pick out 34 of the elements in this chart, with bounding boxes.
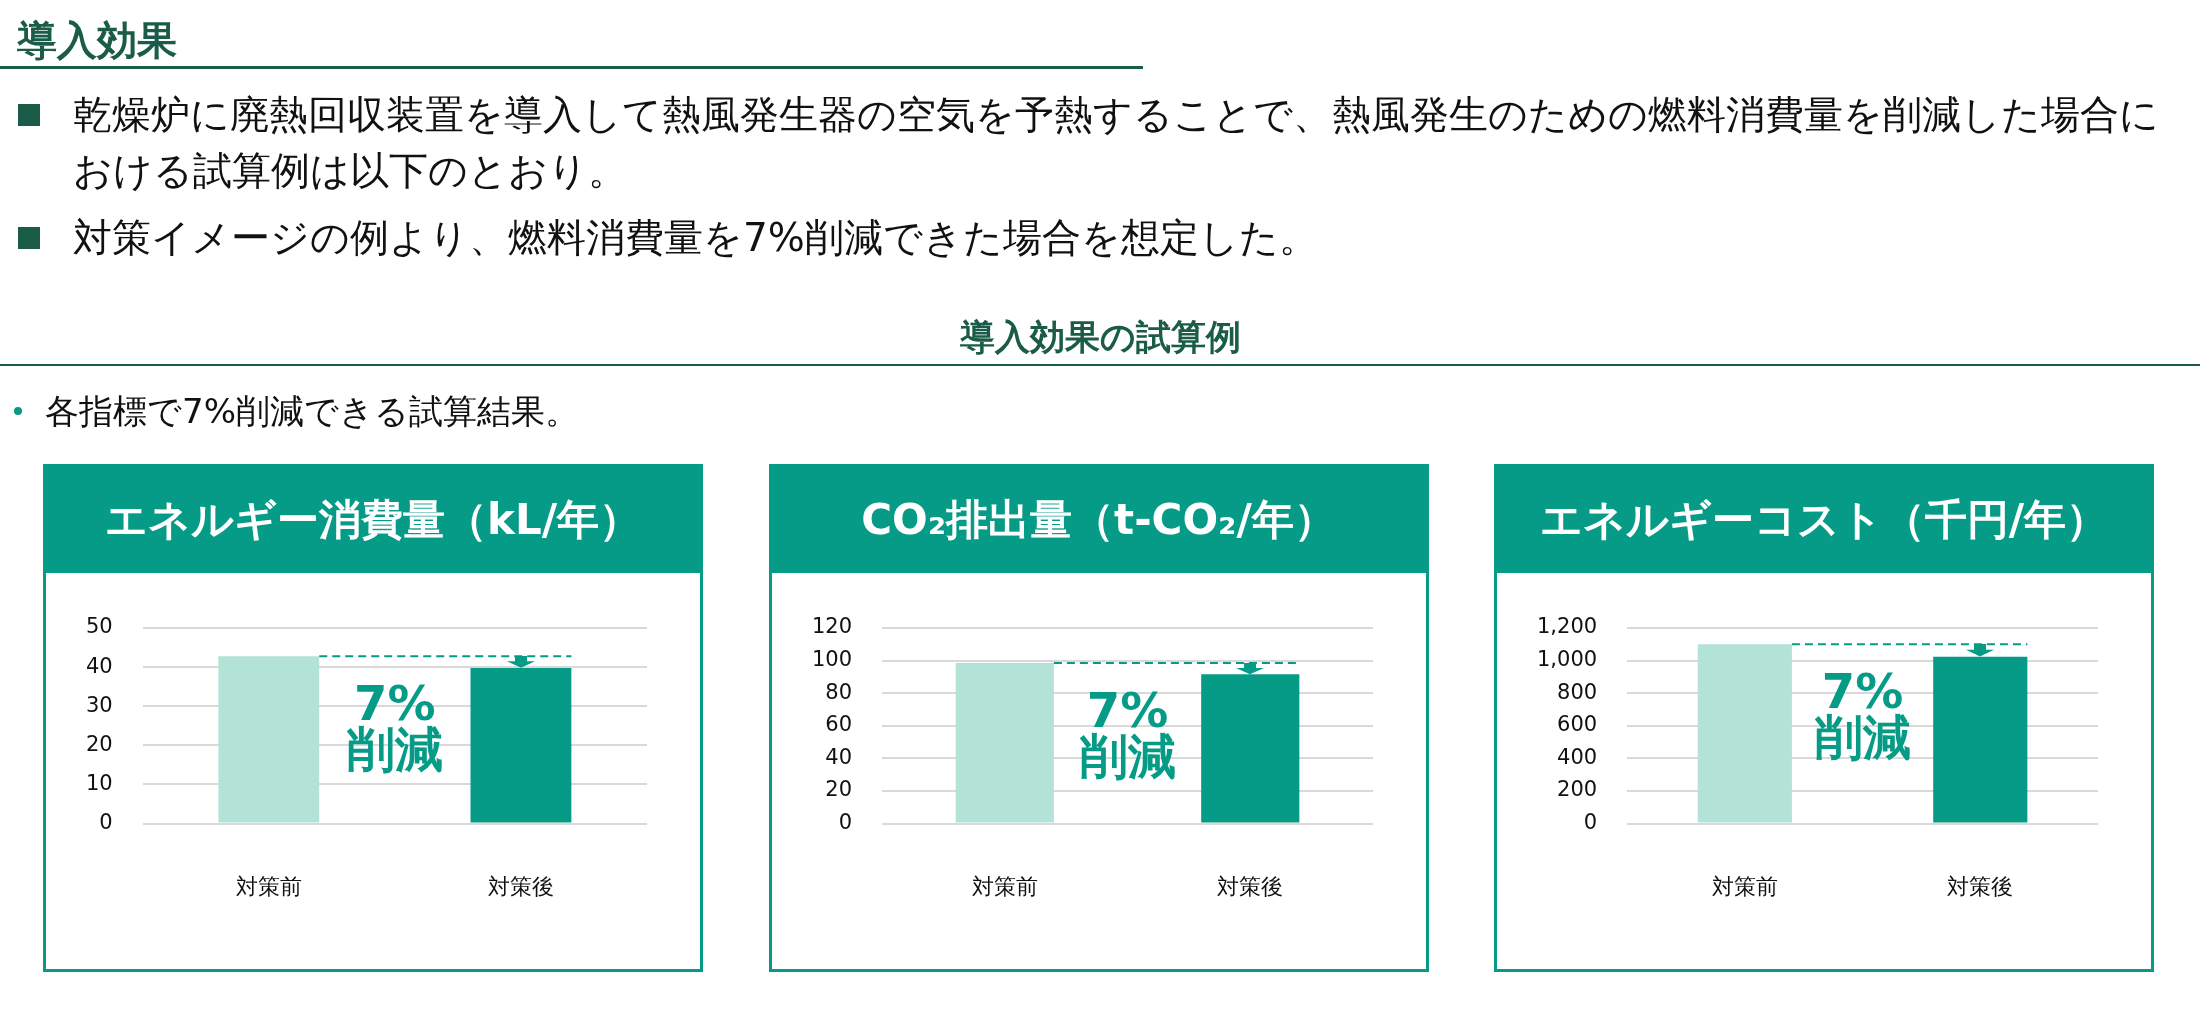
y-tick-label: 20	[824, 777, 852, 802]
text: 対策イメージの例より、燃料消費量を7%削減できた場合を想定した。	[73, 214, 1319, 262]
chart-title: エネルギー消費量（kL/年）	[104, 495, 642, 545]
chart-title: CO₂排出量（t-CO₂/年）	[861, 495, 1336, 545]
x-tick-label: 対策前	[235, 873, 302, 899]
y-tick-label: 80	[824, 679, 852, 704]
y-tick-label: 50	[85, 614, 113, 639]
y-tick-label: 40	[824, 744, 852, 769]
x-tick-label: 対策前	[971, 873, 1038, 899]
text: 各指標で7%削減できる試算結果。	[45, 390, 579, 433]
y-tick-label: 20	[85, 731, 113, 756]
y-tick-label: 120	[811, 614, 852, 639]
y-tick-label: 30	[85, 692, 113, 717]
y-tick-label: 600	[1557, 712, 1598, 737]
y-tick-label: 100	[811, 647, 852, 672]
x-tick-label: 対策後	[1947, 873, 2014, 899]
y-tick-label: 0	[99, 810, 113, 835]
y-tick-label: 1,000	[1536, 647, 1598, 672]
chart-title: エネルギーコスト（千円/年）	[1539, 495, 2109, 545]
y-tick-label: 0	[1583, 810, 1598, 835]
text: 導入効果の試算例	[959, 316, 1241, 359]
x-tick-label: 対策後	[1216, 873, 1283, 899]
y-tick-label: 0	[838, 810, 852, 835]
text: 乾燥炉に廃熱回収装置を導入して熱風発生器の空気を予熱することで、熱風発生のための燃料消費量を削減した場合における試算例は以下のとおり。	[73, 91, 2160, 195]
y-tick-label: 1,200	[1536, 614, 1598, 639]
y-tick-label: 400	[1557, 744, 1598, 769]
y-tick-label: 200	[1557, 777, 1598, 802]
y-tick-label: 60	[824, 712, 852, 737]
x-tick-label: 対策後	[487, 873, 554, 899]
text: 導入効果	[17, 17, 177, 63]
x-tick-label: 対策前	[1711, 873, 1778, 899]
y-tick-label: 10	[85, 770, 113, 795]
y-tick-label: 40	[85, 653, 113, 678]
y-tick-label: 800	[1557, 679, 1598, 704]
